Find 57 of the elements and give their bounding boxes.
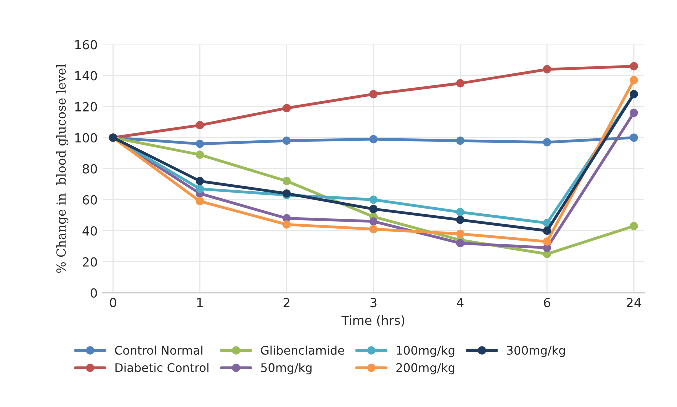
x-tick-label: 4 (457, 298, 464, 308)
legend-label: 50mg/kg (261, 363, 312, 375)
point (370, 90, 378, 99)
y-tick-label: 20 (83, 257, 98, 267)
y-tick-label: 80 (82, 164, 98, 174)
point (630, 108, 638, 118)
point (282, 220, 292, 229)
point (282, 177, 292, 186)
y-tick-label: 140 (76, 71, 98, 81)
y-tick-label: 40 (82, 226, 98, 236)
point (630, 62, 638, 71)
point (370, 135, 378, 144)
point (196, 184, 204, 194)
x-tick-label: 3 (370, 298, 377, 308)
point (456, 208, 465, 217)
point (543, 226, 552, 236)
point (196, 140, 204, 148)
y-axis-title: % Change in blood glucose level (56, 64, 69, 274)
point (543, 65, 552, 74)
point (456, 230, 465, 238)
legend-label: Diabetic Control (116, 363, 209, 372)
point (370, 196, 378, 204)
y-tick-label: 0 (90, 288, 98, 298)
point (282, 136, 292, 146)
point (630, 76, 638, 85)
x-tick-label: 2 (284, 298, 290, 308)
x-tick-label: 6 (544, 298, 550, 308)
legend-label: Glibenclamide (261, 346, 344, 356)
point (370, 225, 378, 234)
point (370, 217, 378, 226)
x-tick-label: 24 (627, 298, 642, 308)
legend-label: Control Normal (115, 346, 203, 356)
point (196, 197, 204, 206)
y-tick-label: 120 (76, 102, 98, 112)
x-tick-label: 1 (198, 298, 203, 308)
point (543, 138, 552, 147)
y-tick-label: 60 (83, 195, 98, 205)
point (543, 238, 552, 246)
x-axis-title: Time (hrs) (342, 316, 405, 327)
legend-label: 200mg/kg (396, 363, 455, 375)
y-tick-label: 160 (76, 40, 98, 50)
point (456, 239, 465, 248)
legend-label: 100mg/kg (397, 346, 455, 358)
point (630, 222, 638, 230)
point (196, 177, 204, 186)
point (456, 216, 465, 224)
point (370, 205, 378, 214)
point (196, 150, 204, 160)
point (630, 134, 638, 142)
point (282, 104, 292, 113)
legend-label: 300mg/kg (507, 346, 566, 358)
x-tick-label: 0 (110, 298, 116, 308)
point (196, 121, 204, 130)
point (456, 79, 465, 88)
y-tick-label: 100 (76, 133, 98, 143)
point (456, 136, 465, 146)
point (543, 219, 552, 228)
